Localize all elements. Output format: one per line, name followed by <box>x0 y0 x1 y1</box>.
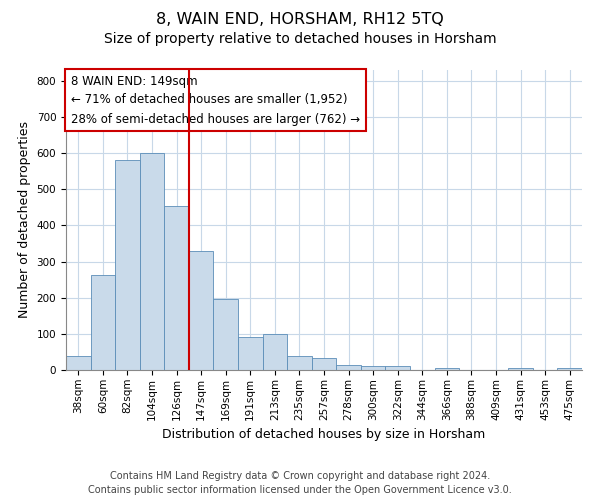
Bar <box>66 356 91 370</box>
Bar <box>336 364 361 370</box>
Text: 8 WAIN END: 149sqm
← 71% of detached houses are smaller (1,952)
28% of semi-deta: 8 WAIN END: 149sqm ← 71% of detached hou… <box>71 74 360 126</box>
Bar <box>238 338 263 370</box>
Text: 8, WAIN END, HORSHAM, RH12 5TQ: 8, WAIN END, HORSHAM, RH12 5TQ <box>156 12 444 28</box>
Bar <box>263 334 287 370</box>
Bar <box>189 250 214 370</box>
Text: Contains HM Land Registry data © Crown copyright and database right 2024.
Contai: Contains HM Land Registry data © Crown c… <box>88 471 512 495</box>
Bar <box>287 356 312 370</box>
Bar <box>385 366 410 370</box>
Bar <box>361 366 385 370</box>
Bar <box>115 160 140 370</box>
Bar <box>91 275 115 370</box>
Bar <box>434 368 459 370</box>
X-axis label: Distribution of detached houses by size in Horsham: Distribution of detached houses by size … <box>163 428 485 441</box>
Bar <box>140 153 164 370</box>
Bar <box>164 206 189 370</box>
Bar <box>214 299 238 370</box>
Bar <box>508 368 533 370</box>
Bar <box>312 358 336 370</box>
Y-axis label: Number of detached properties: Number of detached properties <box>18 122 31 318</box>
Text: Size of property relative to detached houses in Horsham: Size of property relative to detached ho… <box>104 32 496 46</box>
Bar <box>557 368 582 370</box>
